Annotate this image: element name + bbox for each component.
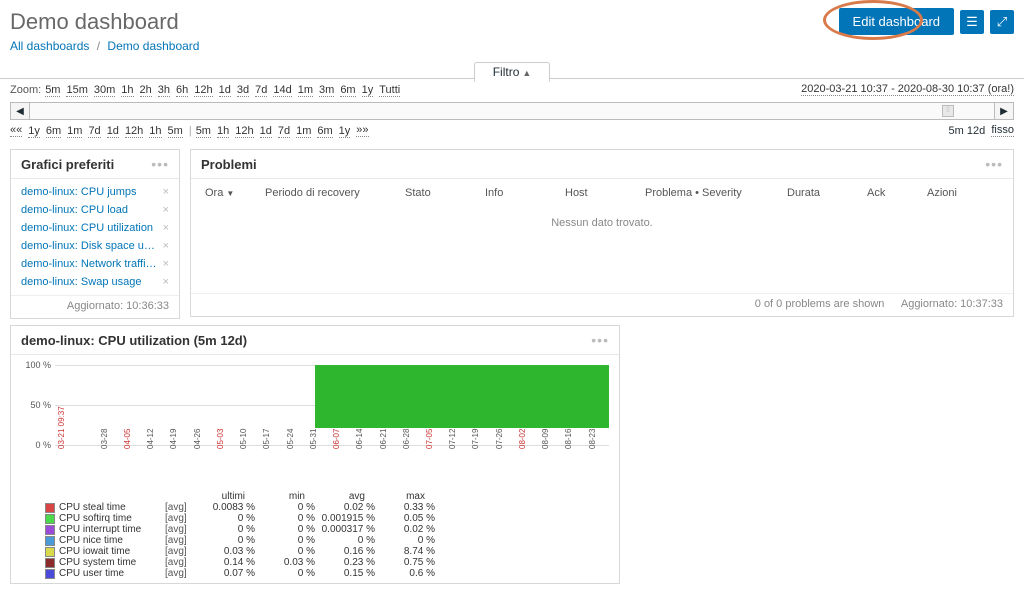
problems-table-header: Ora ▼ Periodo di recovery Stato Info Hos…	[201, 183, 1003, 203]
remove-favorite-icon[interactable]: ×	[163, 276, 169, 288]
favorite-link[interactable]: demo-linux: Swap usage	[21, 276, 159, 288]
share-icon[interactable]: ☰	[960, 10, 984, 34]
problems-updated: Aggiornato: 10:37:33	[901, 298, 1003, 310]
legend-row: CPU nice time[avg]0 %0 %0 %0 %	[45, 535, 609, 546]
problems-menu-icon[interactable]: •••	[985, 156, 1003, 172]
favorite-item: demo-linux: Network traffic on eth0 ×	[21, 255, 169, 273]
zoom-option[interactable]: 3d	[237, 84, 249, 97]
legend-row: CPU softirq time[avg]0 %0 %0.001915 %0.0…	[45, 513, 609, 524]
breadcrumb-current[interactable]: Demo dashboard	[107, 39, 199, 53]
nav-fwd-option[interactable]: 1d	[260, 125, 272, 138]
timeline-prev-button[interactable]: ◀	[10, 102, 30, 120]
nav-back-option[interactable]: 1y	[28, 125, 40, 138]
remove-favorite-icon[interactable]: ×	[163, 204, 169, 216]
page-title: Demo dashboard	[10, 9, 839, 35]
legend-swatch	[45, 514, 55, 524]
legend-swatch	[45, 536, 55, 546]
legend-swatch	[45, 569, 55, 579]
problems-title: Problemi	[201, 157, 985, 172]
timeline-bar[interactable]: ⫶⫶	[29, 102, 995, 120]
fullscreen-icon[interactable]: ⤢	[990, 10, 1014, 34]
legend-row: CPU interrupt time[avg]0 %0 %0.000317 %0…	[45, 524, 609, 535]
favorite-item: demo-linux: Swap usage ×	[21, 273, 169, 291]
edit-dashboard-button[interactable]: Edit dashboard	[839, 8, 954, 35]
timeline-next-button[interactable]: ▶	[994, 102, 1014, 120]
nav-fwd-option[interactable]: 1h	[217, 125, 229, 138]
favorite-link[interactable]: demo-linux: Network traffic on eth0	[21, 258, 159, 270]
breadcrumb-root[interactable]: All dashboards	[10, 39, 89, 53]
problems-empty: Nessun dato trovato.	[201, 203, 1003, 289]
zoom-label: Zoom:	[10, 84, 41, 96]
legend-swatch	[45, 558, 55, 568]
cpu-chart-xaxis: 03-21 09:3703-2804-0504-1204-1904-2605-0…	[55, 449, 609, 485]
nav-fwd-option[interactable]: 1m	[296, 125, 311, 138]
legend-row: CPU iowait time[avg]0.03 %0 %0.16 %8.74 …	[45, 546, 609, 557]
nav-last[interactable]: »»	[356, 124, 368, 137]
nav-first[interactable]: ««	[10, 124, 22, 137]
zoom-option[interactable]: 2h	[140, 84, 152, 97]
favorite-link[interactable]: demo-linux: CPU jumps	[21, 186, 159, 198]
nav-back-option[interactable]: 12h	[125, 125, 143, 138]
remove-favorite-icon[interactable]: ×	[163, 240, 169, 252]
zoom-option[interactable]: 12h	[194, 84, 212, 97]
date-range[interactable]: 2020-03-21 10:37 - 2020-08-30 10:37 (ora…	[801, 83, 1014, 96]
favorites-menu-icon[interactable]: •••	[151, 156, 169, 172]
nav-fwd-option[interactable]: 1y	[339, 125, 351, 138]
filter-tab[interactable]: Filtro▲	[474, 62, 551, 82]
remove-favorite-icon[interactable]: ×	[163, 222, 169, 234]
favorite-item: demo-linux: Disk space usage / ×	[21, 237, 169, 255]
legend-row: CPU user time[avg]0.07 %0 %0.15 %0.6 %	[45, 568, 609, 579]
nav-fwd-option[interactable]: 6m	[317, 125, 332, 138]
favorites-widget: Grafici preferiti ••• demo-linux: CPU ju…	[10, 149, 180, 319]
remove-favorite-icon[interactable]: ×	[163, 258, 169, 270]
favorite-link[interactable]: demo-linux: CPU utilization	[21, 222, 159, 234]
legend-header: ultimi min avg max	[45, 491, 609, 502]
legend-row: CPU steal time[avg]0.0083 %0 %0.02 %0.33…	[45, 502, 609, 513]
zoom-option[interactable]: 1h	[121, 84, 133, 97]
favorite-item: demo-linux: CPU load ×	[21, 201, 169, 219]
cpu-chart-title: demo-linux: CPU utilization (5m 12d)	[21, 333, 591, 348]
zoom-option[interactable]: 30m	[94, 84, 115, 97]
zoom-option[interactable]: 6m	[340, 84, 355, 97]
zoom-option[interactable]: 15m	[66, 84, 87, 97]
zoom-option[interactable]: Tutti	[379, 84, 400, 97]
nav-back-option[interactable]: 1d	[107, 125, 119, 138]
zoom-option[interactable]: 3h	[158, 84, 170, 97]
nav-back-option[interactable]: 1m	[67, 125, 82, 138]
nav-back-option[interactable]: 7d	[88, 125, 100, 138]
nav-fwd-option[interactable]: 12h	[235, 125, 253, 138]
nav-back-option[interactable]: 5m	[168, 125, 183, 138]
cpu-chart-menu-icon[interactable]: •••	[591, 332, 609, 348]
legend-swatch	[45, 503, 55, 513]
favorite-item: demo-linux: CPU utilization ×	[21, 219, 169, 237]
favorite-item: demo-linux: CPU jumps ×	[21, 183, 169, 201]
zoom-option[interactable]: 5m	[45, 84, 60, 97]
zoom-option[interactable]: 1d	[219, 84, 231, 97]
zoom-option[interactable]: 6h	[176, 84, 188, 97]
zoom-option[interactable]: 14d	[273, 84, 291, 97]
zoom-option[interactable]: 7d	[255, 84, 267, 97]
cpu-chart-widget: demo-linux: CPU utilization (5m 12d) •••…	[10, 325, 620, 584]
zoom-option[interactable]: 1y	[362, 84, 374, 97]
nav-fwd-option[interactable]: 5m	[196, 125, 211, 138]
nav-back-option[interactable]: 1h	[149, 125, 161, 138]
favorite-link[interactable]: demo-linux: Disk space usage /	[21, 240, 159, 252]
nav-mode[interactable]: fisso	[991, 124, 1014, 137]
nav-back-option[interactable]: 6m	[46, 125, 61, 138]
problems-widget: Problemi ••• Ora ▼ Periodo di recovery S…	[190, 149, 1014, 317]
legend-swatch	[45, 547, 55, 557]
nav-fwd-option[interactable]: 7d	[278, 125, 290, 138]
favorite-link[interactable]: demo-linux: CPU load	[21, 204, 159, 216]
problems-count: 0 of 0 problems are shown	[755, 298, 885, 310]
legend-row: CPU system time[avg]0.14 %0.03 %0.23 %0.…	[45, 557, 609, 568]
zoom-option[interactable]: 1m	[298, 84, 313, 97]
zoom-option[interactable]: 3m	[319, 84, 334, 97]
breadcrumb: All dashboards / Demo dashboard	[0, 39, 1024, 61]
favorites-title: Grafici preferiti	[21, 157, 151, 172]
legend-swatch	[45, 525, 55, 535]
remove-favorite-icon[interactable]: ×	[163, 186, 169, 198]
timeline-handle[interactable]: ⫶⫶	[942, 105, 954, 117]
nav-span: 5m 12d	[949, 125, 986, 137]
favorites-updated: Aggiornato: 10:36:33	[11, 295, 179, 318]
